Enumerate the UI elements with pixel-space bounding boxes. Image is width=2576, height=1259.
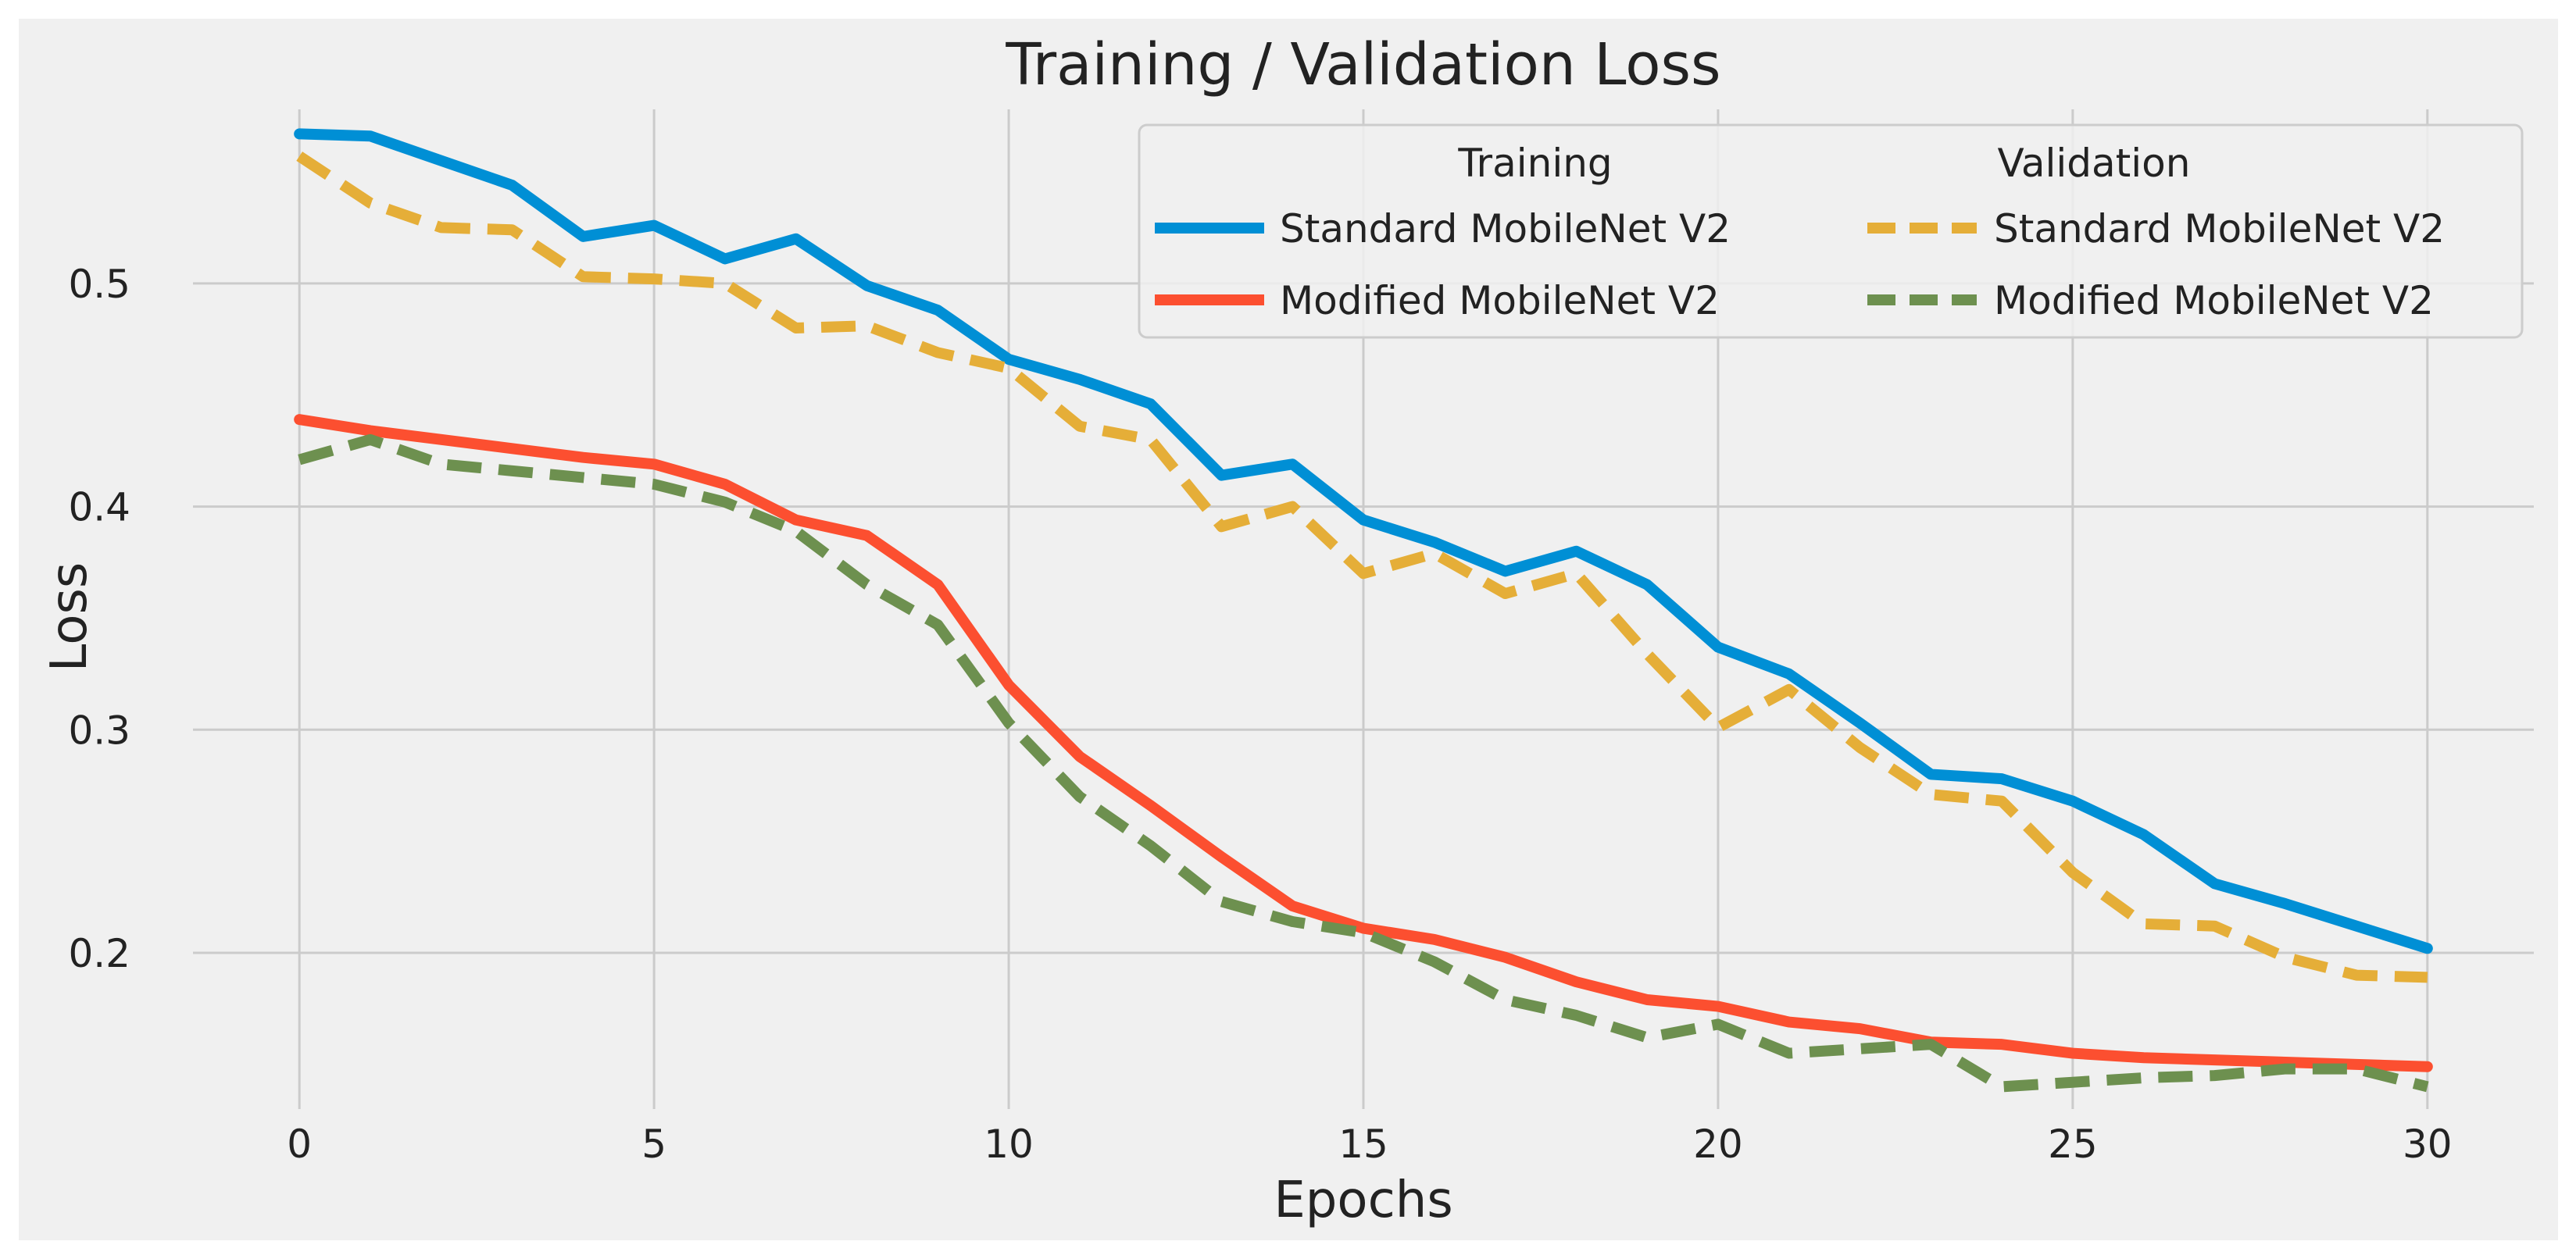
series-line-modified-validation xyxy=(298,433,2429,1093)
y-tick-label: 0.5 xyxy=(68,262,130,307)
x-tick-label: 5 xyxy=(641,1122,666,1167)
legend-label-standard-validation: Standard MobileNet V2 xyxy=(1994,206,2445,251)
series-line-standard-validation xyxy=(296,152,2428,983)
legend-label-modified-training: Modified MobileNet V2 xyxy=(1280,278,1720,323)
legend-label-standard-training: Standard MobileNet V2 xyxy=(1280,206,1731,251)
y-tick-label: 0.2 xyxy=(68,931,130,976)
series-layer xyxy=(294,128,2433,1093)
x-tick-label: 20 xyxy=(1693,1122,1743,1167)
x-tick-label: 10 xyxy=(984,1122,1034,1167)
x-tick-label: 0 xyxy=(287,1122,312,1167)
legend: Training Validation Standard MobileNet V… xyxy=(1138,123,2524,339)
x-axis-label: Epochs xyxy=(1274,1172,1452,1229)
x-tick-label: 15 xyxy=(1338,1122,1388,1167)
legend-group-title-validation: Validation xyxy=(1998,141,2191,186)
x-tick-label: 30 xyxy=(2403,1122,2453,1167)
y-tick-label: 0.4 xyxy=(68,485,130,530)
y-tick-label: 0.3 xyxy=(68,708,130,753)
chart-title: Training / Validation Loss xyxy=(1005,31,1720,98)
x-tick-label: 25 xyxy=(2048,1122,2098,1167)
legend-box xyxy=(1138,123,2524,339)
legend-label-modified-validation: Modified MobileNet V2 xyxy=(1994,278,2434,323)
series-line-modified-training xyxy=(294,414,2433,1072)
legend-group-title-training: Training xyxy=(1457,141,1612,186)
series-line-standard-training xyxy=(294,128,2433,954)
tick-layer: 0 5 10 15 20 25 30 0.2 0.3 0.4 0.5 xyxy=(68,262,2452,1167)
y-axis-label: Loss xyxy=(41,562,98,672)
